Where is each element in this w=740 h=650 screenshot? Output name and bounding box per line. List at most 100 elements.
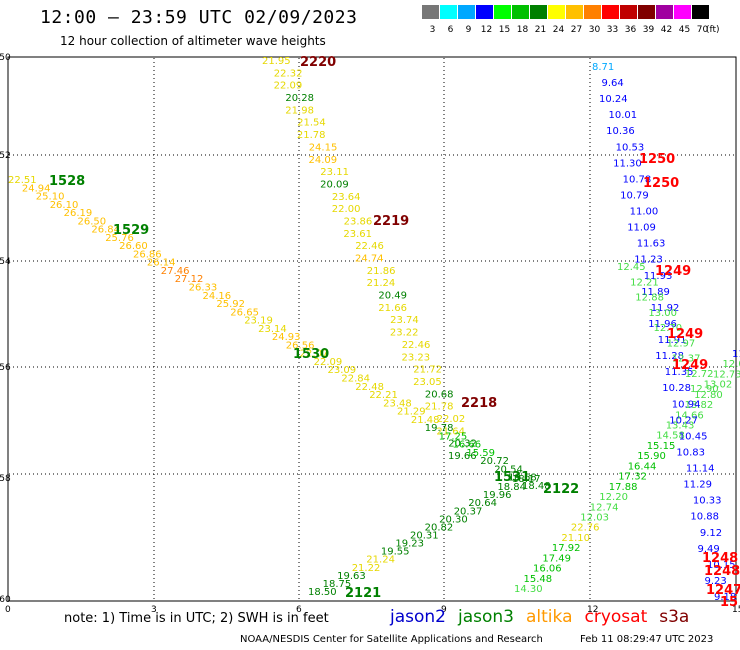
lon-tick-label: 9 bbox=[441, 605, 447, 615]
wave-height-label: 22.09 bbox=[314, 357, 343, 368]
pass-id-label: 1531 bbox=[494, 470, 530, 485]
pass-id-label: 2219 bbox=[373, 214, 409, 229]
pass-id-label: 1248 bbox=[702, 551, 738, 566]
wave-height-label: 27.12 bbox=[175, 274, 204, 285]
pass-id-label: 1249 bbox=[672, 358, 708, 373]
legend-swatch bbox=[548, 5, 565, 19]
satellite-jason2: jason2 bbox=[390, 607, 446, 627]
wave-height-label: 10.53 bbox=[616, 142, 645, 153]
footer-credit: NOAA/NESDIS Center for Satellite Applica… bbox=[240, 634, 543, 645]
wave-height-label: 22.00 bbox=[332, 204, 361, 215]
pass-id-label: 1249 bbox=[667, 327, 703, 342]
wave-height-label: 26.10 bbox=[50, 200, 79, 211]
wave-height-label: 11.92 bbox=[651, 303, 680, 314]
wave-height-label: 22.21 bbox=[369, 390, 398, 401]
wave-height-label: 26.14 bbox=[147, 258, 176, 269]
wave-height-label: 14.66 bbox=[675, 410, 704, 421]
wave-height-label: 21.78 bbox=[297, 130, 326, 141]
wave-height-label: 23.09 bbox=[328, 365, 357, 376]
legend-label: 45 bbox=[678, 25, 691, 35]
legend-label: 15 bbox=[498, 25, 511, 35]
wave-height-label: 27.46 bbox=[161, 266, 190, 277]
wave-height-label: 18.84 bbox=[497, 482, 526, 493]
wave-height-label: 21.66 bbox=[378, 303, 407, 314]
wave-height-label: 12.72 bbox=[685, 369, 714, 380]
wave-height-label: 26.86 bbox=[133, 249, 162, 260]
wave-height-label: 15.15 bbox=[647, 441, 676, 452]
wave-height-label: 19.23 bbox=[395, 539, 424, 550]
pass-id-label: 1248 bbox=[704, 564, 740, 579]
pass-labels: 2220 2219 2218 1528 1529 1530 1531 2122 2121 1250… bbox=[49, 55, 740, 610]
satellite-tracks: 21.9522.3222.0920.2821.9821.5421.7824.15… bbox=[8, 56, 740, 603]
pass-id-label: 2121 bbox=[345, 586, 381, 601]
wave-height-label: 26.60 bbox=[119, 241, 148, 252]
wave-height-label: 12.74 bbox=[590, 502, 619, 513]
pass-id-label: 1529 bbox=[113, 223, 149, 238]
legend-swatch bbox=[458, 5, 475, 19]
satellite-cryosat: cryosat bbox=[584, 607, 648, 627]
legend-swatch bbox=[584, 5, 601, 19]
wave-height-label: 17.92 bbox=[552, 543, 581, 554]
pass-id-label: 2218 bbox=[461, 396, 497, 411]
wave-height-label: 10.28 bbox=[662, 383, 691, 394]
legend-swatch bbox=[440, 5, 457, 19]
legend-label: 42 bbox=[660, 25, 673, 35]
wave-height-label: 10.94 bbox=[672, 399, 701, 410]
pass-id-label: 1250 bbox=[643, 176, 679, 191]
legend-label: 21 bbox=[534, 25, 547, 35]
wave-height-label: 25.76 bbox=[105, 233, 134, 244]
wave-height-label: 20.28 bbox=[285, 93, 314, 104]
wave-height-label: 21.54 bbox=[297, 118, 326, 129]
wave-height-label: 24.94 bbox=[22, 183, 51, 194]
wave-height-label: 17.88 bbox=[609, 482, 638, 493]
wave-height-label: 12.37 bbox=[672, 354, 701, 365]
map-grid bbox=[9, 58, 735, 600]
wave-height-label: 10.36 bbox=[606, 126, 635, 137]
wave-height-label: 10.24 bbox=[599, 94, 628, 105]
map-frame bbox=[7, 56, 737, 602]
wave-height-label: 14.58 bbox=[656, 431, 685, 442]
wave-height-label: 12.20 bbox=[599, 492, 628, 503]
wave-height-label: 11.28 bbox=[655, 351, 684, 362]
wave-height-label: 9.12 bbox=[700, 528, 722, 539]
lat-tick-label: -54 bbox=[0, 257, 11, 267]
legend-label: 36 bbox=[624, 25, 637, 35]
wave-height-label: 9.64 bbox=[602, 78, 624, 89]
satellite-jason3: jason3 bbox=[458, 607, 514, 627]
legend-swatch bbox=[494, 5, 511, 19]
wave-height-label: 12.70 bbox=[654, 323, 683, 334]
wave-height-label: 23.05 bbox=[413, 377, 442, 388]
wave-height-label: 24.15 bbox=[309, 142, 338, 153]
wave-height-label: 26.65 bbox=[230, 307, 259, 318]
pass-id-label: 1528 bbox=[49, 174, 85, 189]
satellite-legend: jason2 jason3 altika cryosat s3a bbox=[390, 607, 701, 627]
wave-height-label: 21.29 bbox=[397, 407, 426, 418]
wave-height-label: 19.78 bbox=[425, 423, 454, 434]
wave-height-label: 16.44 bbox=[628, 461, 657, 472]
wave-height-label: 22.46 bbox=[402, 340, 431, 351]
wave-height-label: 20.30 bbox=[439, 514, 468, 525]
wave-height-label: 15.59 bbox=[466, 448, 495, 459]
wave-height-label: 22.09 bbox=[274, 81, 303, 92]
wave-height-label: 12.88 bbox=[635, 293, 664, 304]
pass-id-label: 1250 bbox=[639, 152, 675, 167]
wave-height-label: 25.10 bbox=[36, 192, 65, 203]
wave-height-label: 25.92 bbox=[216, 299, 245, 310]
wave-height-label: 22.51 bbox=[8, 175, 37, 186]
wave-height-label: 21.98 bbox=[285, 105, 314, 116]
wave-height-label: 10.78 bbox=[623, 174, 652, 185]
wave-height-label: 24.16 bbox=[203, 291, 232, 302]
lat-tick-label: -56 bbox=[0, 363, 11, 373]
legend-label: 27 bbox=[570, 25, 583, 35]
wave-height-label: 20.09 bbox=[320, 179, 349, 190]
wave-height-label: 20.32 bbox=[448, 439, 477, 450]
wave-height-label: 17.25 bbox=[439, 431, 468, 442]
wave-height-label: 19.96 bbox=[483, 490, 512, 501]
wave-height-label: 21.72 bbox=[413, 365, 442, 376]
wave-height-label: 12.73 bbox=[713, 369, 740, 380]
wave-height-label: 12.08 bbox=[723, 359, 740, 370]
legend-swatch bbox=[512, 5, 529, 19]
lat-tick-label: -50 bbox=[0, 53, 11, 63]
wave-height-label: 23.86 bbox=[344, 217, 373, 228]
wave-height-label: 19.63 bbox=[337, 571, 366, 582]
